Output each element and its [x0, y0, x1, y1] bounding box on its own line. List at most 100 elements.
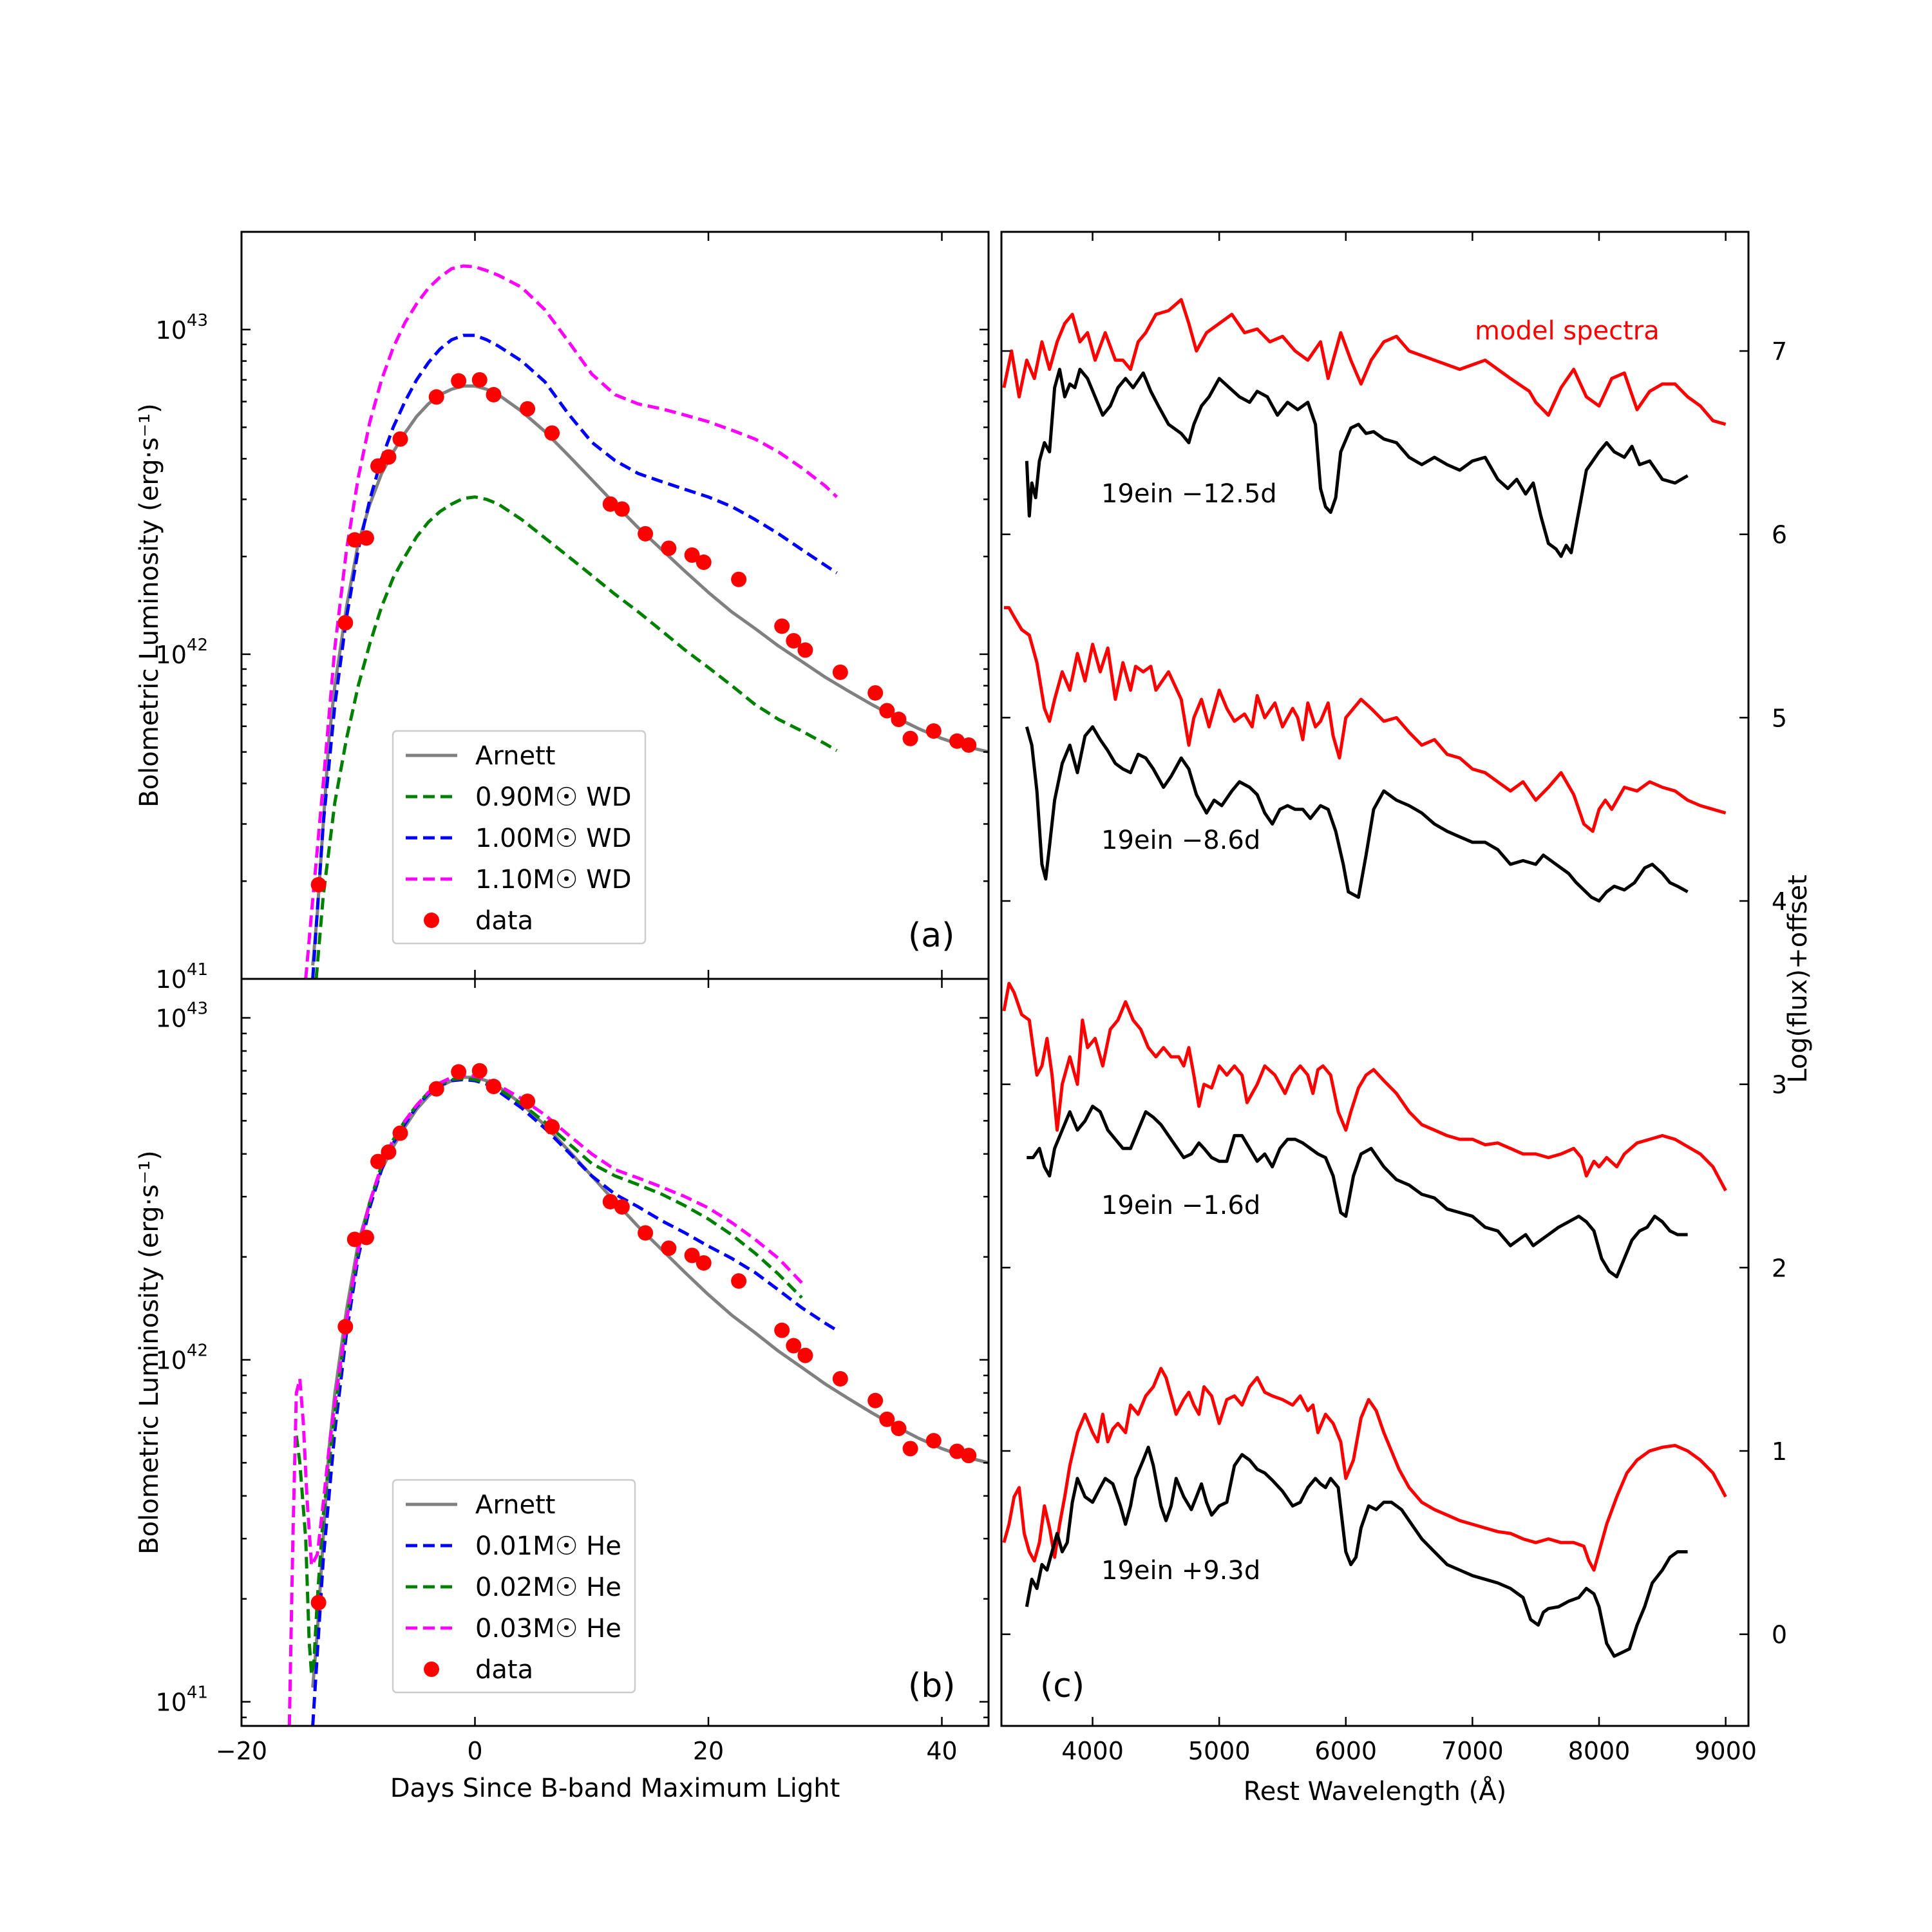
panel-b-data-point — [346, 1231, 363, 1247]
panel-a-data-point — [867, 685, 884, 701]
panel-b-data-point — [428, 1081, 444, 1097]
panel-b-xtick-label: 20 — [693, 1737, 724, 1765]
panel-c-19ein-−8.6d-line — [1025, 725, 1689, 903]
panel-b-data-point — [337, 1319, 354, 1335]
panel-b-xtick-label: 0 — [467, 1737, 482, 1765]
panel-b-data-point — [879, 1411, 895, 1427]
panel-a-data-point — [786, 633, 802, 649]
panel-a-data-point — [832, 664, 848, 680]
panel-a-1.10m-wd-line — [304, 264, 838, 979]
panel-b-data-point — [684, 1247, 700, 1264]
panel-c-ytick-label: 6 — [1772, 521, 1787, 549]
panel-c-xtick-label: 7000 — [1441, 1737, 1504, 1765]
panel-a-data-point — [337, 615, 354, 631]
panel-a-data-point — [544, 425, 560, 441]
panel-c-xtick-label: 6000 — [1314, 1737, 1377, 1765]
panel-b-label: (b) — [908, 1667, 956, 1705]
panel-c-xtick-label: 5000 — [1188, 1737, 1251, 1765]
panel-c-19ein-−12.5d-line — [1025, 368, 1689, 558]
panel-a-data-point — [696, 554, 712, 571]
panel-a-data-point — [520, 401, 536, 417]
panel-a-ytick-label: 1041 — [156, 960, 208, 994]
panel-b-data-point — [891, 1421, 907, 1437]
panel-a-data-point — [879, 703, 895, 719]
panel-b-data-point — [486, 1079, 502, 1095]
panel-b-data-point — [358, 1229, 374, 1245]
panel-b-legend-marker — [424, 1662, 439, 1677]
panel-a-data-point — [614, 501, 630, 517]
panel-b-ytick-exponent: 43 — [187, 999, 208, 1019]
panel-a-legend-label: data — [475, 906, 533, 936]
panel-a-data-point — [638, 526, 654, 542]
panel-b-plot-area — [287, 1063, 989, 1726]
panel-a-data-point — [310, 876, 327, 893]
panel-a-data-point — [949, 733, 965, 749]
panel-c-19ein-+9.3d-line — [1025, 1445, 1688, 1658]
panel-b-legend-label: 0.03M☉ He — [475, 1614, 621, 1643]
panel-b-data-point — [614, 1199, 630, 1215]
panel-b-legend-label: data — [475, 1655, 533, 1685]
panel-a-0.90m-wd-line — [314, 495, 838, 979]
panel-c-xtick-label: 8000 — [1568, 1737, 1631, 1765]
panel-b-data-point — [602, 1193, 618, 1209]
panel-a-data-point — [797, 642, 813, 658]
panel-b-data-point — [925, 1433, 942, 1449]
panel-b-data-point — [451, 1064, 467, 1080]
panel-a-ytick-exponent: 42 — [187, 636, 208, 655]
panel-a-data-point — [451, 373, 467, 389]
panel-a-ytick-exponent: 41 — [187, 960, 208, 980]
panel-b-data-point — [392, 1125, 408, 1141]
panel-b-data-point — [797, 1347, 813, 1363]
panel-a-data-point — [392, 431, 408, 447]
panel-c-model-−12.5d-line — [1002, 298, 1727, 426]
panel-b-x-axis-label: Days Since B-band Maximum Light — [390, 1774, 840, 1803]
panel-a-data-point — [661, 540, 677, 556]
panel-a-legend-box — [392, 730, 647, 945]
panel-c-model-−1.6d-line — [1002, 981, 1727, 1191]
spectrum-label-8-6d: 19ein −8.6d — [1101, 826, 1260, 855]
panel-a-legend-label: 0.90M☉ WD — [475, 782, 632, 812]
panel-b-legend-label: Arnett — [475, 1490, 555, 1520]
panel-a-data-point — [684, 547, 700, 563]
panel-b-ytick-exponent: 42 — [187, 1341, 208, 1361]
panel-b-y-axis-label: Bolometric Luminosity (erg·s⁻¹) — [135, 1150, 164, 1555]
panel-a-luminosity-wd: 1041 1042 1043 Bolometric Luminosity (erg·… — [135, 231, 990, 994]
panel-c-ytick-label: 1 — [1772, 1437, 1787, 1466]
panel-b-xtick-label: −20 — [216, 1737, 267, 1765]
panel-a-y-axis-label: Bolometric Luminosity (erg·s⁻¹) — [135, 403, 164, 808]
panel-a-data-point — [731, 571, 747, 587]
panel-a-data-point — [891, 712, 907, 728]
panel-a-legend-label: 1.10M☉ WD — [475, 865, 632, 895]
panel-c-xtick-label: 9000 — [1694, 1737, 1757, 1765]
panel-c-ytick-label: 2 — [1772, 1254, 1787, 1282]
panel-b-data-point — [867, 1392, 884, 1408]
panel-b-data-point — [638, 1225, 654, 1241]
spectrum-label-9-3d: 19ein +9.3d — [1101, 1556, 1260, 1586]
panel-b-legend: Arnett 0.01M☉ He 0.02M☉ He 0.03M☉ He data — [392, 1479, 636, 1694]
panel-c-plot-area — [1002, 298, 1727, 1658]
panel-a-legend-label: Arnett — [475, 741, 555, 771]
panel-b-data-point — [520, 1094, 536, 1110]
panel-a-data-point — [381, 449, 397, 465]
panel-c-ytick-label: 3 — [1772, 1071, 1787, 1099]
panel-a-data-point — [902, 730, 918, 746]
panel-b-data-point — [786, 1338, 802, 1354]
panel-a-data-point — [358, 530, 374, 546]
panel-b-data-point — [310, 1595, 327, 1611]
panel-a-ytick-label: 1043 — [156, 311, 208, 345]
panel-b-frame — [240, 978, 990, 1727]
panel-b-xtick-label: 40 — [926, 1737, 957, 1765]
panel-a-data-point — [370, 458, 386, 474]
panel-a-ytick-label: 1042 — [156, 636, 208, 669]
panel-b-data-point — [471, 1063, 488, 1079]
panel-b-data-point — [961, 1448, 977, 1464]
panel-a-legend-label: 1.00M☉ WD — [475, 824, 632, 853]
panel-c-y-axis-label: Log(flux)+offset — [1783, 875, 1813, 1083]
panel-b-data-point — [774, 1322, 790, 1338]
panel-b-data-point — [902, 1441, 918, 1457]
panel-c-axes: 4000 5000 6000 7000 8000 9000 0 1 2 3 4 5 6 7 — [1001, 232, 1787, 1765]
panel-a-legend-marker — [424, 913, 439, 928]
panel-a-1.00m-wd-line — [311, 334, 838, 979]
